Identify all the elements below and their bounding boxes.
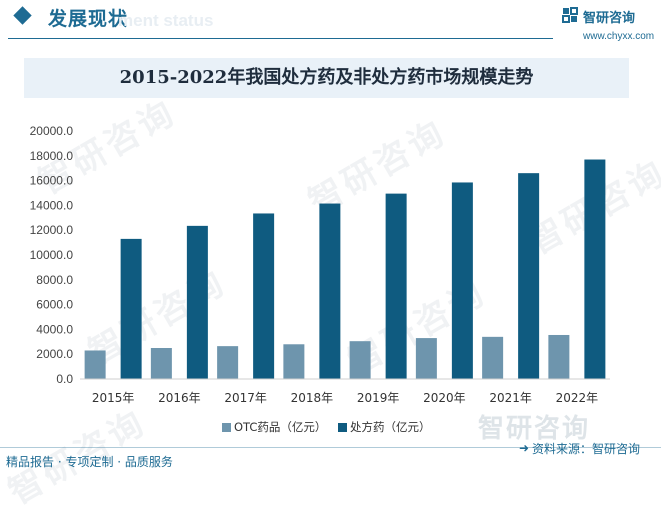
footer-divider — [0, 447, 661, 448]
legend-swatch-rx — [338, 423, 347, 432]
x-tick-label: 2017年 — [224, 391, 267, 405]
bar-otc — [84, 350, 106, 379]
source-note: 资料来源：智研咨询 — [532, 442, 641, 456]
bar-rx — [584, 159, 606, 379]
x-tick-label: 2020年 — [423, 391, 466, 405]
bar-otc — [548, 334, 570, 379]
bar-otc — [283, 344, 305, 379]
y-tick-label: 2000.0 — [36, 347, 73, 361]
y-tick-label: 16000.0 — [30, 174, 74, 188]
bar-otc — [415, 338, 437, 379]
bar-otc — [217, 346, 239, 379]
y-tick-label: 0.0 — [56, 372, 73, 386]
legend-label-rx: 处方药（亿元） — [350, 420, 431, 434]
x-tick-label: 2019年 — [357, 391, 400, 405]
bar-rx — [319, 203, 341, 379]
watermark-logo: 智研咨询 — [478, 414, 591, 444]
y-tick-label: 18000.0 — [30, 149, 74, 163]
bar-rx — [385, 193, 407, 379]
chart-title: 2015-2022年我国处方药及非处方药市场规模走势 — [119, 67, 534, 88]
brand-url: www.chyxx.com — [583, 31, 655, 42]
bar-otc — [150, 348, 172, 379]
bar-rx — [186, 225, 208, 379]
chart-title-band — [24, 58, 629, 98]
x-tick-label: 2022年 — [556, 391, 599, 405]
section-subtitle: ment status — [118, 11, 214, 30]
y-axis: 0.0 2000.0 4000.0 6000.0 8000.0 10000.0 12000.… — [30, 124, 74, 386]
bar-chart: 0.0 2000.0 4000.0 6000.0 8000.0 10000.0 12000.… — [30, 124, 610, 405]
header-divider — [8, 38, 553, 39]
bar-otc — [349, 341, 371, 379]
y-tick-label: 10000.0 — [30, 248, 74, 262]
bar-rx — [451, 182, 473, 379]
brand-logo-icon — [562, 7, 578, 23]
y-tick-label: 14000.0 — [30, 198, 74, 212]
x-tick-label: 2016年 — [158, 391, 201, 405]
x-tick-label: 2015年 — [92, 391, 135, 405]
x-tick-label: 2021年 — [489, 391, 532, 405]
y-tick-label: 6000.0 — [36, 298, 73, 312]
bar-otc — [482, 336, 504, 379]
source-arrow-icon: ➜ — [519, 441, 530, 455]
bars — [84, 159, 606, 379]
x-axis: 2015年 2016年 2017年 2018年 2019年 2020年 2021年 2022年 — [80, 378, 610, 405]
y-tick-label: 4000.0 — [36, 322, 73, 336]
y-tick-label: 12000.0 — [30, 223, 74, 237]
y-tick-label: 20000.0 — [30, 124, 74, 138]
brand-name: 智研咨询 — [583, 11, 636, 26]
x-tick-label: 2018年 — [291, 391, 334, 405]
y-tick-label: 8000.0 — [36, 273, 73, 287]
bar-rx — [518, 173, 540, 379]
bar-rx — [120, 238, 142, 379]
bar-rx — [253, 213, 275, 379]
section-title: 发展现状 — [48, 8, 129, 30]
legend-swatch-otc — [222, 423, 231, 432]
footer-slogan: 精品报告 · 专项定制 · 品质服务 — [6, 455, 173, 469]
legend-label-otc: OTC药品（亿元） — [234, 420, 327, 434]
